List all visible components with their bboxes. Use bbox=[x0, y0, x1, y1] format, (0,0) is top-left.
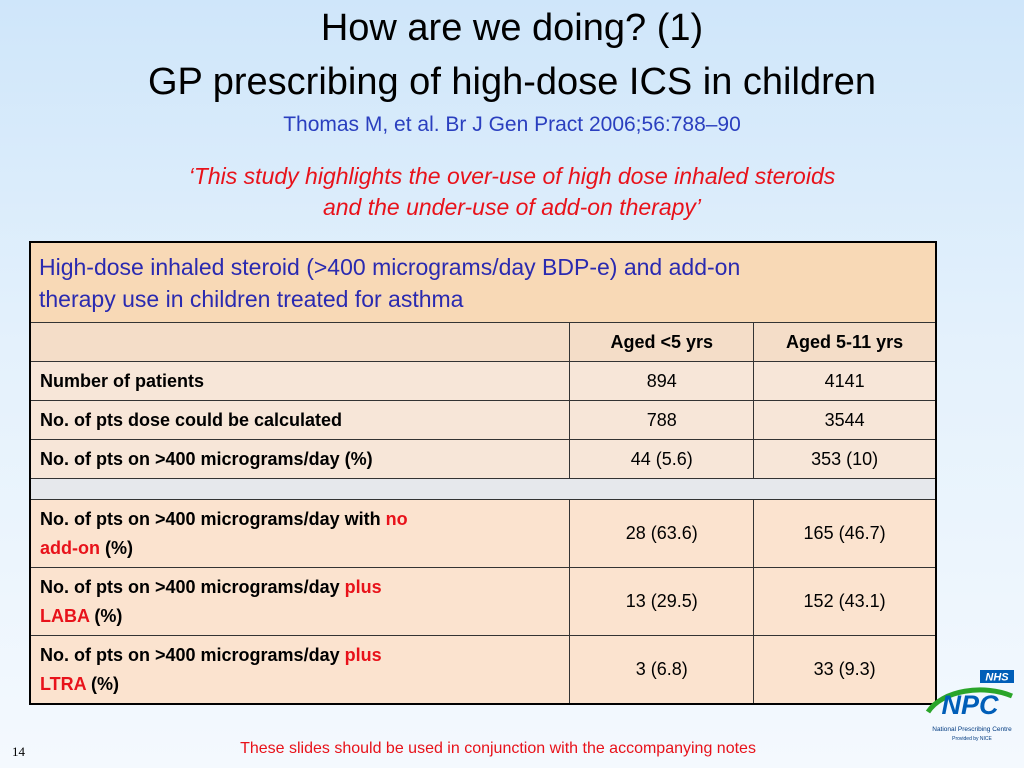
row-label: No. of pts on >400 micrograms/day with n… bbox=[29, 499, 571, 568]
row-label: No. of pts on >400 micrograms/day (%) bbox=[29, 439, 571, 479]
table-row: No. of pts on >400 micrograms/day plus LT… bbox=[29, 635, 937, 705]
column-header-empty bbox=[29, 322, 571, 362]
highlight-ltra: LTRA bbox=[40, 673, 86, 694]
table-caption-line-1: High-dose inhaled steroid (>400 microgra… bbox=[39, 253, 741, 280]
table-caption-line-2: therapy use in children treated for asth… bbox=[39, 285, 464, 312]
row-label: No. of pts on >400 micrograms/day plus LA… bbox=[29, 567, 571, 636]
cell-5-11: 152 (43.1) bbox=[753, 567, 937, 636]
npc-logo-text: NPC bbox=[941, 690, 999, 720]
npc-logo-tagline: National Prescribing Centre bbox=[932, 726, 1012, 733]
cell-under-5: 44 (5.6) bbox=[569, 439, 755, 479]
slide-title-line-2: GP prescribing of high-dose ICS in child… bbox=[147, 61, 876, 103]
cell-under-5: 3 (6.8) bbox=[569, 635, 755, 705]
nhs-logo-box bbox=[980, 670, 1014, 683]
cell-under-5: 788 bbox=[569, 400, 755, 440]
row-label: No. of pts on >400 micrograms/day plus LT… bbox=[29, 635, 571, 705]
table-row: Number of patients 894 4141 bbox=[29, 361, 937, 401]
table-caption-row: High-dose inhaled steroid (>400 microgra… bbox=[29, 241, 937, 323]
cell-5-11: 4141 bbox=[753, 361, 937, 401]
cell-5-11: 165 (46.7) bbox=[753, 499, 937, 568]
slide-number: 14 bbox=[12, 744, 25, 759]
highlight-plus: plus bbox=[344, 644, 382, 665]
column-header-under-5: Aged <5 yrs bbox=[569, 322, 755, 362]
table-caption: High-dose inhaled steroid (>400 microgra… bbox=[29, 241, 937, 323]
slide-title-line-1: How are we doing? (1) bbox=[320, 7, 704, 49]
table-row: No. of pts dose could be calculated 788 … bbox=[29, 400, 937, 440]
cell-5-11: 353 (10) bbox=[753, 439, 937, 479]
cell-5-11: 3544 bbox=[753, 400, 937, 440]
quote: ‘This study highlights the over-use of h… bbox=[0, 161, 1024, 223]
cell-under-5: 28 (63.6) bbox=[569, 499, 755, 568]
column-header-5-11: Aged 5-11 yrs bbox=[753, 322, 937, 362]
cell-under-5: 13 (29.5) bbox=[569, 567, 755, 636]
table-separator-row bbox=[29, 478, 937, 500]
npc-logo-subtagline: Provided by NICE bbox=[952, 736, 992, 742]
nhs-logo-text: NHS bbox=[985, 672, 1009, 684]
row-label: Number of patients bbox=[29, 361, 571, 401]
table-separator bbox=[29, 478, 937, 500]
row-label: No. of pts dose could be calculated bbox=[29, 400, 571, 440]
column-header-row: Aged <5 yrs Aged 5-11 yrs bbox=[29, 322, 937, 362]
table-row: No. of pts on >400 micrograms/day plus LA… bbox=[29, 567, 937, 636]
cell-under-5: 894 bbox=[569, 361, 755, 401]
npc-logo: NHS NPC National Prescribing Centre Prov… bbox=[925, 670, 1014, 742]
highlight-plus: plus bbox=[344, 576, 382, 597]
highlight-add-on: add-on bbox=[40, 537, 100, 558]
quote-line-1: ‘This study highlights the over-use of h… bbox=[188, 163, 836, 189]
highlight-no: no bbox=[385, 508, 408, 529]
cell-5-11: 33 (9.3) bbox=[753, 635, 937, 705]
npc-swoosh bbox=[925, 687, 1013, 714]
table-row: No. of pts on >400 micrograms/day with n… bbox=[29, 499, 937, 568]
quote-line-2: and the under-use of add-on therapy’ bbox=[322, 194, 702, 220]
results-table: High-dose inhaled steroid (>400 microgra… bbox=[29, 241, 937, 705]
footer-note: These slides should be used in conjuncti… bbox=[240, 740, 756, 757]
table-row: No. of pts on >400 micrograms/day (%) 44… bbox=[29, 439, 937, 479]
highlight-laba: LABA bbox=[40, 605, 90, 626]
citation: Thomas M, et al. Br J Gen Pract 2006;56:… bbox=[283, 113, 741, 136]
